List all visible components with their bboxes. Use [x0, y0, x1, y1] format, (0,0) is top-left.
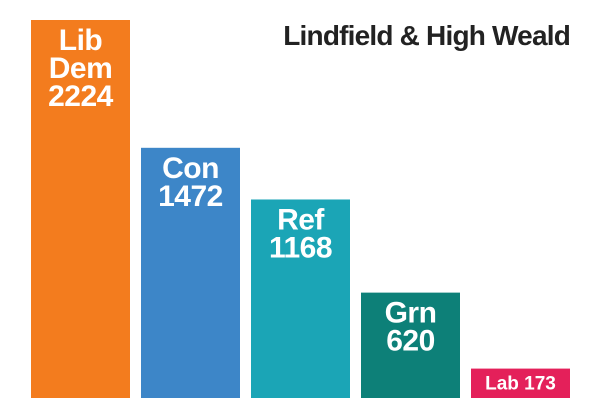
bar-lib-dem	[31, 20, 130, 398]
bar-ref	[251, 199, 350, 398]
bars-group	[31, 20, 570, 398]
bar-label-con-line-1: Con	[162, 152, 219, 185]
bar-label-con-line-2: 1472	[158, 180, 223, 213]
bar-label-grn-line-2: 620	[386, 325, 435, 358]
bar-grn	[361, 292, 460, 398]
bar-label-lab-line-1: Lab 173	[485, 374, 556, 395]
bar-label-lib-dem-line-1: Lib	[59, 24, 103, 57]
chart-title: Lindfield & High Weald	[283, 20, 570, 51]
bar-label-grn-line-1: Grn	[385, 297, 437, 330]
bar-label-ref-line-2: 1168	[269, 231, 332, 264]
bar-label-lib-dem-line-2: Dem	[49, 52, 113, 85]
bar-label-lib-dem-line-3: 2224	[48, 80, 114, 113]
bar-lab	[471, 368, 570, 398]
bar-con	[141, 147, 240, 398]
bar-label-ref-line-1: Ref	[277, 203, 325, 236]
